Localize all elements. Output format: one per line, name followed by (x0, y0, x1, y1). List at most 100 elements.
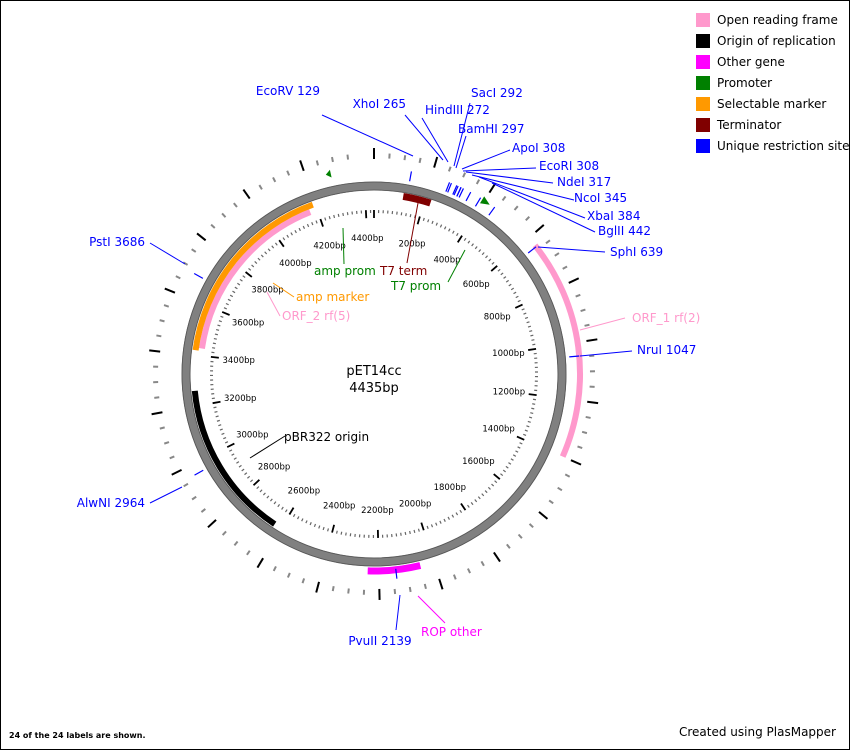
site-mark (193, 272, 204, 279)
site-mark (474, 197, 482, 207)
scale-label: 2200bp (361, 506, 393, 516)
scale-tick (302, 225, 306, 230)
scale-tick (510, 287, 515, 291)
scale-tick (459, 509, 463, 513)
scale-tick (238, 464, 242, 468)
scale-label: 600bp (463, 280, 490, 290)
outer-tick (210, 223, 216, 229)
outer-tick (452, 574, 457, 580)
scale-tick (508, 283, 512, 287)
outer-tick (191, 495, 197, 501)
scale-tick (460, 502, 467, 511)
site-label: AlwNI 2964 (77, 496, 145, 510)
legend-swatch (696, 33, 710, 48)
outer-tick (258, 184, 263, 190)
scale-label: 800bp (484, 312, 511, 322)
scale-tick (416, 216, 421, 225)
scale-tick (531, 407, 535, 410)
scale-tick (218, 424, 222, 427)
outer-tick (585, 415, 591, 419)
site-label: ApoI 308 (512, 141, 565, 155)
scale-tick (229, 449, 233, 452)
scale-tick (526, 425, 530, 428)
scale-tick (431, 220, 434, 225)
scale-tick (220, 315, 224, 318)
scale-tick (217, 324, 221, 327)
scale-tick (294, 230, 297, 234)
scale-tick (224, 441, 229, 444)
scale-tick (516, 435, 525, 441)
outer-tick (246, 550, 251, 556)
scale-tick (443, 518, 446, 522)
scale-ring: 200bp 400bp 600bp 800bp 1000bp 1200bp 1400bp 16… (210, 210, 538, 539)
plasmid-backbone (181, 181, 567, 567)
outer-tick (513, 205, 519, 211)
feature-label: T7 term (379, 264, 427, 278)
scale-tick (286, 234, 290, 238)
outer-tick (467, 568, 471, 574)
site-leader (462, 167, 537, 172)
outer-tick (299, 160, 305, 172)
outer-tick (433, 156, 439, 168)
scale-tick (284, 509, 288, 513)
scale-tick (523, 433, 527, 437)
outer-tick (169, 455, 175, 460)
outer-tick (506, 543, 511, 549)
scale-tick (301, 518, 304, 522)
legend-label: Other gene (717, 54, 785, 69)
scale-tick (409, 530, 411, 535)
scale-tick (526, 321, 530, 324)
scale-tick (274, 242, 278, 246)
scale-tick (435, 222, 438, 226)
scale-tick (214, 333, 218, 336)
scale-tick (292, 513, 296, 518)
site-mark (452, 185, 458, 195)
site-label: EcoRV 129 (256, 84, 320, 98)
scale-tick (505, 279, 510, 283)
feature-label: amp marker (296, 290, 369, 304)
scale-tick (298, 227, 301, 232)
site-leader (471, 174, 575, 201)
scale-tick (477, 496, 481, 500)
legend-item-origin: Origin of replication (696, 30, 850, 51)
outer-tick (548, 499, 554, 505)
scale-tick (409, 214, 412, 218)
feature-labels: ORF_1 rf(2) ORF_2 rf(5) amp marker pBR322 o… (249, 202, 700, 639)
outer-tick (581, 430, 588, 435)
scale-tick (456, 232, 459, 237)
legend-swatch (696, 75, 710, 90)
scale-tick (532, 343, 536, 346)
scale-tick (331, 524, 335, 533)
scale-tick (452, 230, 455, 234)
legend-swatch (696, 96, 710, 111)
scale-tick (497, 268, 501, 272)
scale-tick (443, 226, 447, 230)
promoter-arrow (325, 169, 332, 178)
legend-swatch (696, 138, 710, 153)
scale-tick (266, 495, 270, 499)
scale-tick (490, 265, 498, 272)
outer-tick (584, 323, 590, 327)
scale-label: 4000bp (279, 259, 311, 269)
scale-tick (484, 490, 488, 494)
scale-tick (400, 212, 403, 216)
feature-label: ROP other (421, 625, 482, 639)
scale-tick (467, 240, 471, 244)
scale-tick (513, 291, 517, 295)
feature-leader (342, 227, 345, 265)
scale-tick (273, 501, 277, 505)
legend-swatch (696, 12, 710, 27)
outer-tick (272, 566, 277, 572)
scale-label: 2600bp (288, 487, 320, 497)
scale-tick (223, 436, 227, 440)
promoter-arrow (480, 196, 490, 205)
scale-tick (252, 479, 260, 486)
scale-tick (242, 275, 246, 278)
legend-label: Terminator (717, 117, 782, 132)
scale-tick (239, 278, 243, 282)
scale-tick (474, 499, 478, 503)
scale-tick (467, 504, 470, 508)
scale-tick (515, 450, 519, 453)
feature-arc (191, 390, 277, 527)
scale-tick (521, 308, 525, 311)
